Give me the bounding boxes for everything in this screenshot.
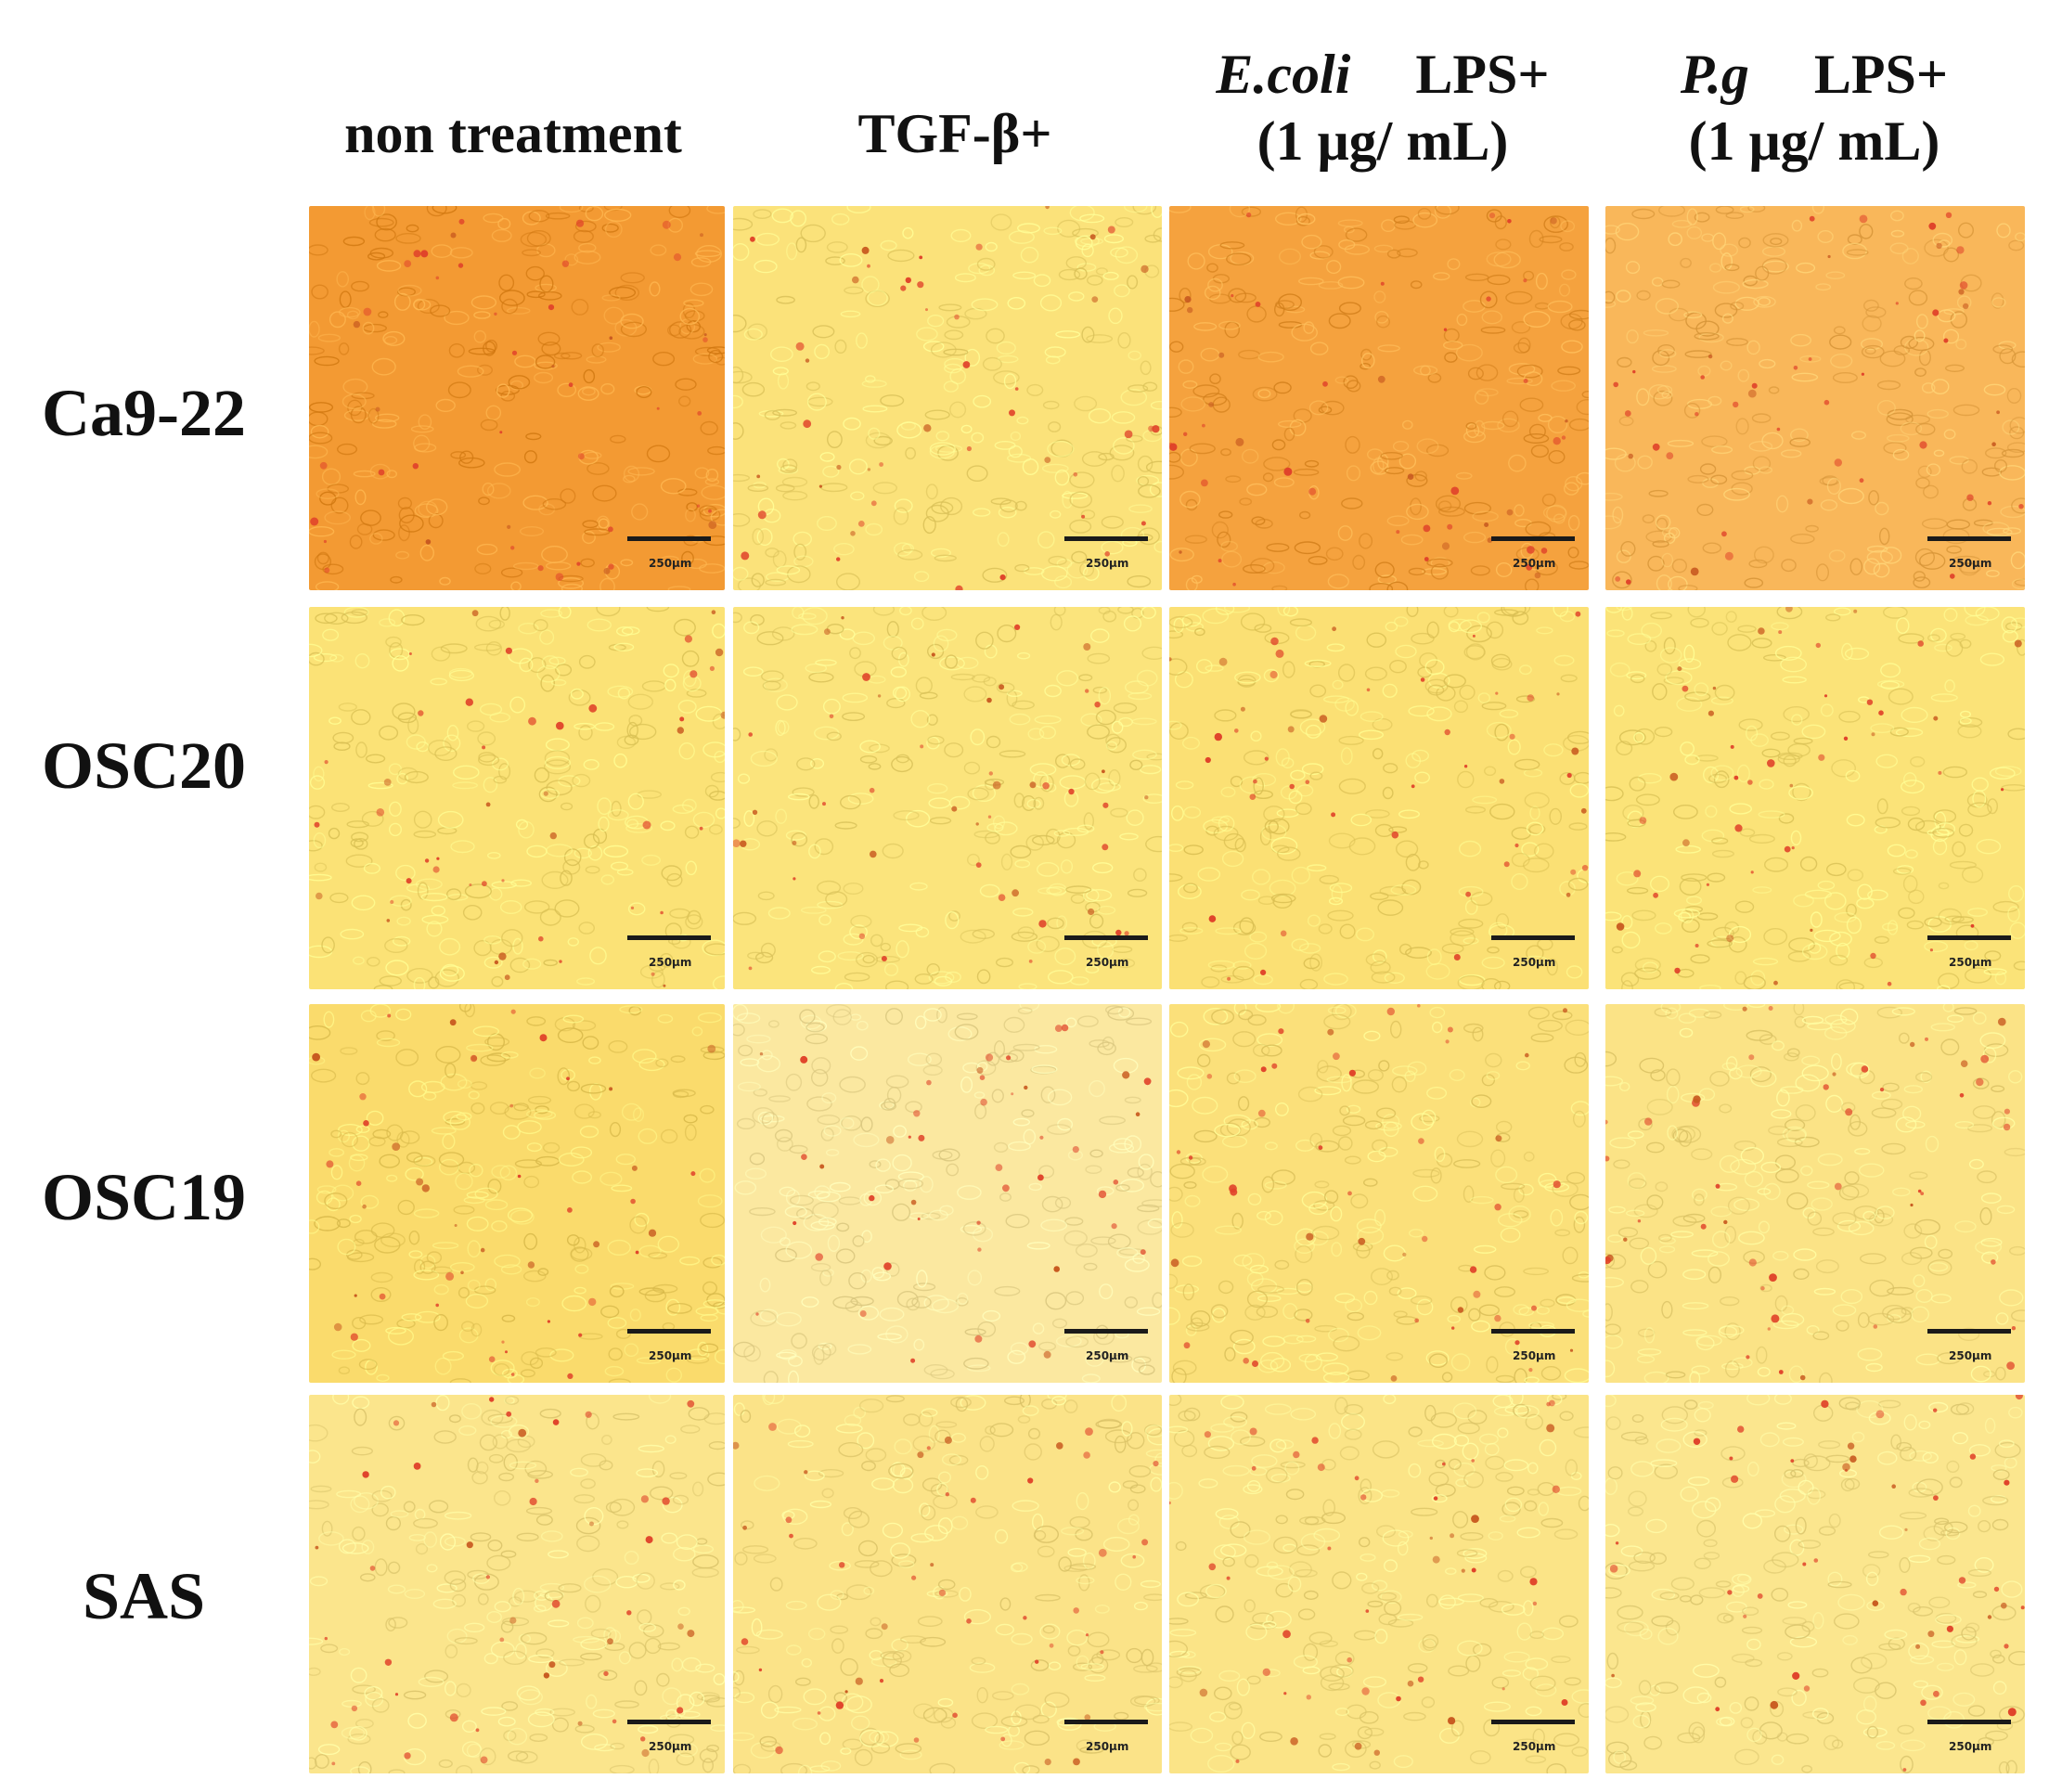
- micrograph-image: [309, 206, 725, 590]
- scale-bar-label: 250μm: [1086, 1349, 1129, 1362]
- column-header-tgf-beta: TGF-β+: [737, 100, 1173, 167]
- scale-bar-label: 250μm: [1949, 557, 1992, 570]
- micrograph-osc20-tgf-beta: 250μm: [733, 607, 1162, 989]
- scale-bar: [1927, 1720, 2011, 1724]
- micrograph-sas-tgf-beta: 250μm: [733, 1395, 1162, 1773]
- micrograph-osc20-ecoli-lps: 250μm: [1169, 607, 1589, 989]
- column-header-organism: P.g: [1680, 44, 1749, 105]
- column-header-dose: (1 μg/ mL): [1688, 110, 1940, 172]
- scale-bar-label: 250μm: [1513, 1349, 1556, 1362]
- column-header-dose: (1 μg/ mL): [1256, 110, 1509, 172]
- scale-bar-label: 250μm: [1513, 956, 1556, 969]
- micrograph-ca9-22-ecoli-lps: 250μm: [1169, 206, 1589, 590]
- row-label-ca9-22: Ca9-22: [42, 376, 246, 450]
- scale-bar-label: 250μm: [1949, 1740, 1992, 1753]
- micrograph-osc20-non-treatment: 250μm: [309, 607, 725, 989]
- micrograph-ca9-22-tgf-beta: 250μm: [733, 206, 1162, 590]
- scale-bar: [627, 536, 711, 541]
- row-label-osc20: OSC20: [41, 728, 247, 803]
- column-header-treatment: LPS+: [1415, 44, 1550, 105]
- micrograph-image: [1605, 1004, 2025, 1383]
- micrograph-image: [1605, 607, 2025, 989]
- scale-bar: [1491, 935, 1575, 940]
- scale-bar-label: 250μm: [649, 956, 692, 969]
- column-header-treatment: LPS+: [1813, 44, 1949, 105]
- column-header-non-treatment: non treatment: [309, 100, 717, 167]
- micrograph-image: [1169, 1004, 1589, 1383]
- scale-bar: [627, 1720, 711, 1724]
- scale-bar-label: 250μm: [1086, 557, 1129, 570]
- micrograph-sas-ecoli-lps: 250μm: [1169, 1395, 1589, 1773]
- column-header-organism: E.coli: [1216, 44, 1351, 105]
- micrograph-osc20-pg-lps: 250μm: [1605, 607, 2025, 989]
- scale-bar: [1491, 1720, 1575, 1724]
- scale-bar: [1064, 1329, 1148, 1334]
- scale-bar: [1491, 536, 1575, 541]
- scale-bar: [1927, 935, 2011, 940]
- scale-bar: [1064, 935, 1148, 940]
- micrograph-image: [1169, 206, 1589, 590]
- micrograph-image: [309, 1395, 725, 1773]
- scale-bar: [1491, 1329, 1575, 1334]
- micrograph-osc19-pg-lps: 250μm: [1605, 1004, 2025, 1383]
- micrograph-image: [1169, 1395, 1589, 1773]
- scale-bar: [1064, 536, 1148, 541]
- micrograph-image: [733, 1395, 1162, 1773]
- row-label-sas: SAS: [82, 1559, 206, 1633]
- column-header-ecoli-lps: E.coli LPS+ (1 μg/ mL): [1169, 41, 1596, 174]
- micrograph-sas-pg-lps: 250μm: [1605, 1395, 2025, 1773]
- micrograph-osc19-tgf-beta: 250μm: [733, 1004, 1162, 1383]
- scale-bar: [1064, 1720, 1148, 1724]
- micrograph-image: [1605, 1395, 2025, 1773]
- micrograph-ca9-22-pg-lps: 250μm: [1605, 206, 2025, 590]
- micrograph-image: [1169, 607, 1589, 989]
- scale-bar: [627, 935, 711, 940]
- scale-bar: [1927, 536, 2011, 541]
- micrograph-image: [733, 1004, 1162, 1383]
- row-label-osc19: OSC19: [41, 1160, 247, 1234]
- micrograph-image: [733, 607, 1162, 989]
- micrograph-sas-non-treatment: 250μm: [309, 1395, 725, 1773]
- micrograph-image: [1605, 206, 2025, 590]
- micrograph-osc19-ecoli-lps: 250μm: [1169, 1004, 1589, 1383]
- micrograph-image: [309, 607, 725, 989]
- scale-bar-label: 250μm: [649, 1740, 692, 1753]
- scale-bar-label: 250μm: [1949, 1349, 1992, 1362]
- scale-bar-label: 250μm: [1513, 1740, 1556, 1753]
- micrograph-ca9-22-non-treatment: 250μm: [309, 206, 725, 590]
- column-header-label: TGF-β+: [857, 103, 1052, 164]
- scale-bar-label: 250μm: [649, 557, 692, 570]
- scale-bar-label: 250μm: [1086, 956, 1129, 969]
- scale-bar-label: 250μm: [1949, 956, 1992, 969]
- scale-bar-label: 250μm: [649, 1349, 692, 1362]
- scale-bar: [1927, 1329, 2011, 1334]
- micrograph-image: [733, 206, 1162, 590]
- micrograph-osc19-non-treatment: 250μm: [309, 1004, 725, 1383]
- scale-bar-label: 250μm: [1513, 557, 1556, 570]
- scale-bar: [627, 1329, 711, 1334]
- column-header-label: non treatment: [344, 103, 682, 164]
- micrograph-image: [309, 1004, 725, 1383]
- column-header-pg-lps: P.g LPS+ (1 μg/ mL): [1605, 41, 2023, 174]
- scale-bar-label: 250μm: [1086, 1740, 1129, 1753]
